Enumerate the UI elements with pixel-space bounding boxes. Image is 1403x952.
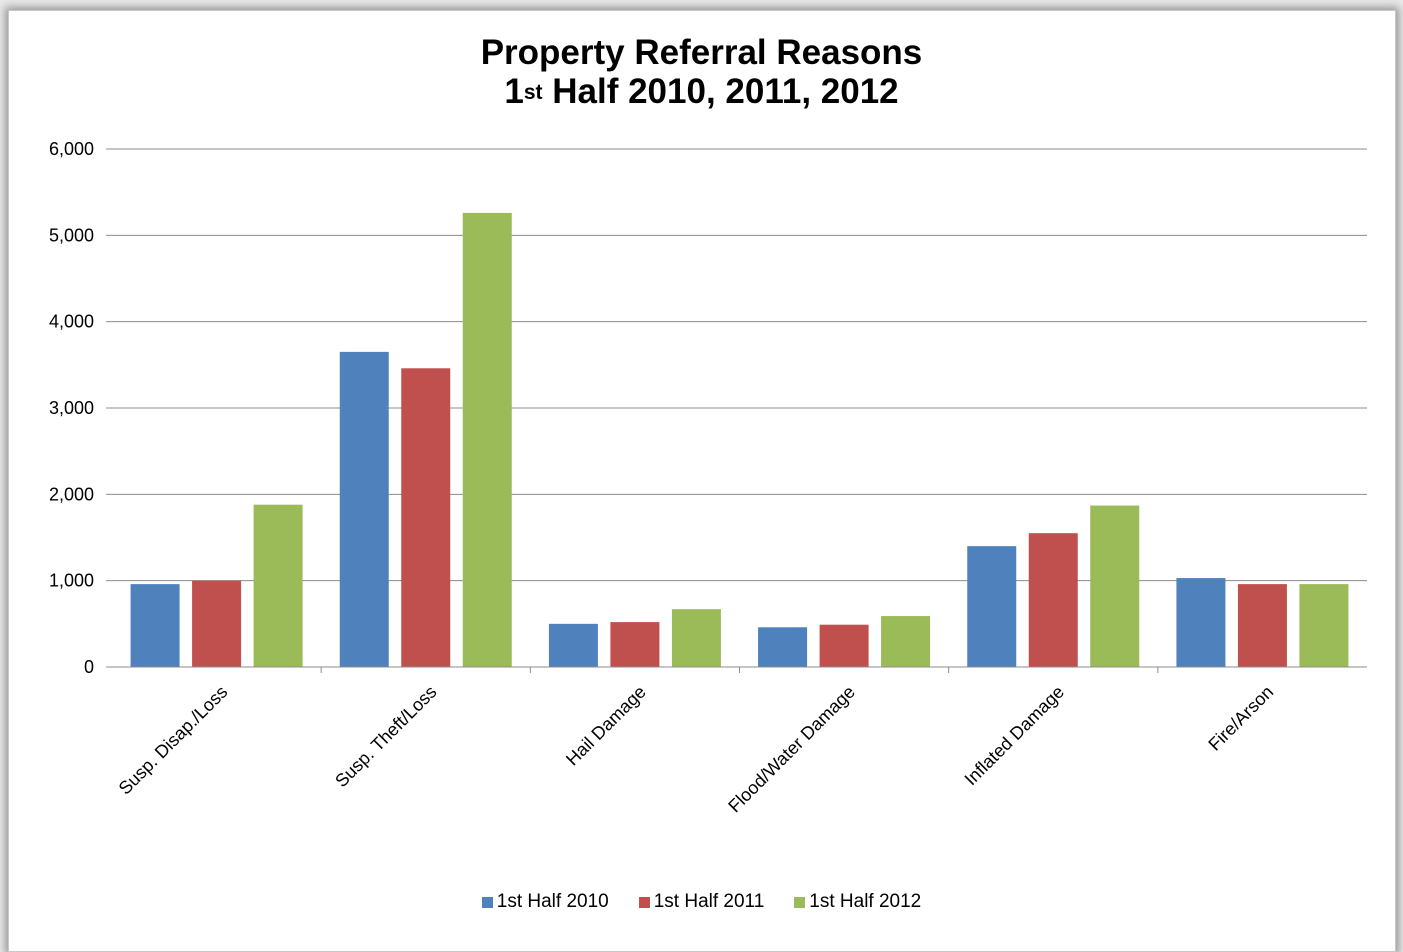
subtitle-rest: Half 2010, 2011, 2012 [542, 72, 899, 111]
bar [1176, 578, 1226, 667]
subtitle-prefix: 1 [504, 72, 524, 111]
bar [462, 212, 512, 668]
legend-swatch [794, 896, 806, 908]
legend-swatch [638, 896, 650, 908]
x-category-label: Flood/Water Damage [724, 682, 859, 817]
bar-chart: 0 1,000 2,000 3,000 4,000 5,000 6,000 Susp. Dis… [49, 139, 1367, 817]
chart-title: Property Referral Reasons 1st Half 2010,… [0, 33, 1403, 111]
bar [1090, 505, 1140, 667]
bar [671, 609, 721, 667]
bar [548, 623, 598, 667]
bar [401, 368, 451, 667]
x-category-label: Inflated Damage [961, 682, 1069, 790]
bar [1299, 584, 1349, 667]
chart-legend: 1st Half 2010 1st Half 2011 1st Half 2012 [0, 891, 1403, 913]
y-tick-label: 0 [84, 657, 94, 677]
x-category-label: Fire/Arson [1204, 682, 1277, 755]
y-tick-label: 6,000 [49, 139, 94, 159]
y-tick-label: 1,000 [49, 571, 94, 591]
bar [192, 580, 242, 667]
y-tick-label: 3,000 [49, 398, 94, 418]
y-tick-label: 2,000 [49, 484, 94, 504]
bar [967, 546, 1017, 667]
chart-title-line2: 1st Half 2010, 2011, 2012 [0, 72, 1403, 111]
bar [1028, 533, 1078, 667]
y-tick-label: 5,000 [49, 225, 94, 245]
x-category-label: Hail Damage [562, 682, 650, 770]
legend-label: 1st Half 2011 [653, 891, 765, 912]
bar [339, 351, 389, 667]
y-tick-label: 4,000 [49, 312, 94, 332]
bar [881, 616, 931, 667]
x-category-label: Susp. Disap./Loss [115, 682, 232, 799]
bar [610, 622, 660, 667]
legend-label: 1st Half 2012 [809, 891, 922, 912]
bar [1237, 584, 1287, 667]
legend-swatch [481, 896, 493, 908]
legend-item: 1st Half 2010 [481, 891, 609, 913]
legend-label: 1st Half 2010 [496, 891, 609, 912]
x-category-label: Susp. Theft/Loss [331, 682, 440, 791]
bar [758, 627, 808, 667]
legend-item: 1st Half 2012 [794, 891, 921, 913]
legend-item: 1st Half 2011 [638, 891, 765, 913]
bar [819, 624, 869, 667]
bar [130, 584, 180, 667]
bar [253, 504, 303, 667]
chart-title-line1: Property Referral Reasons [480, 33, 923, 72]
chart-frame [8, 10, 1396, 952]
subtitle-superscript: st [523, 81, 543, 104]
